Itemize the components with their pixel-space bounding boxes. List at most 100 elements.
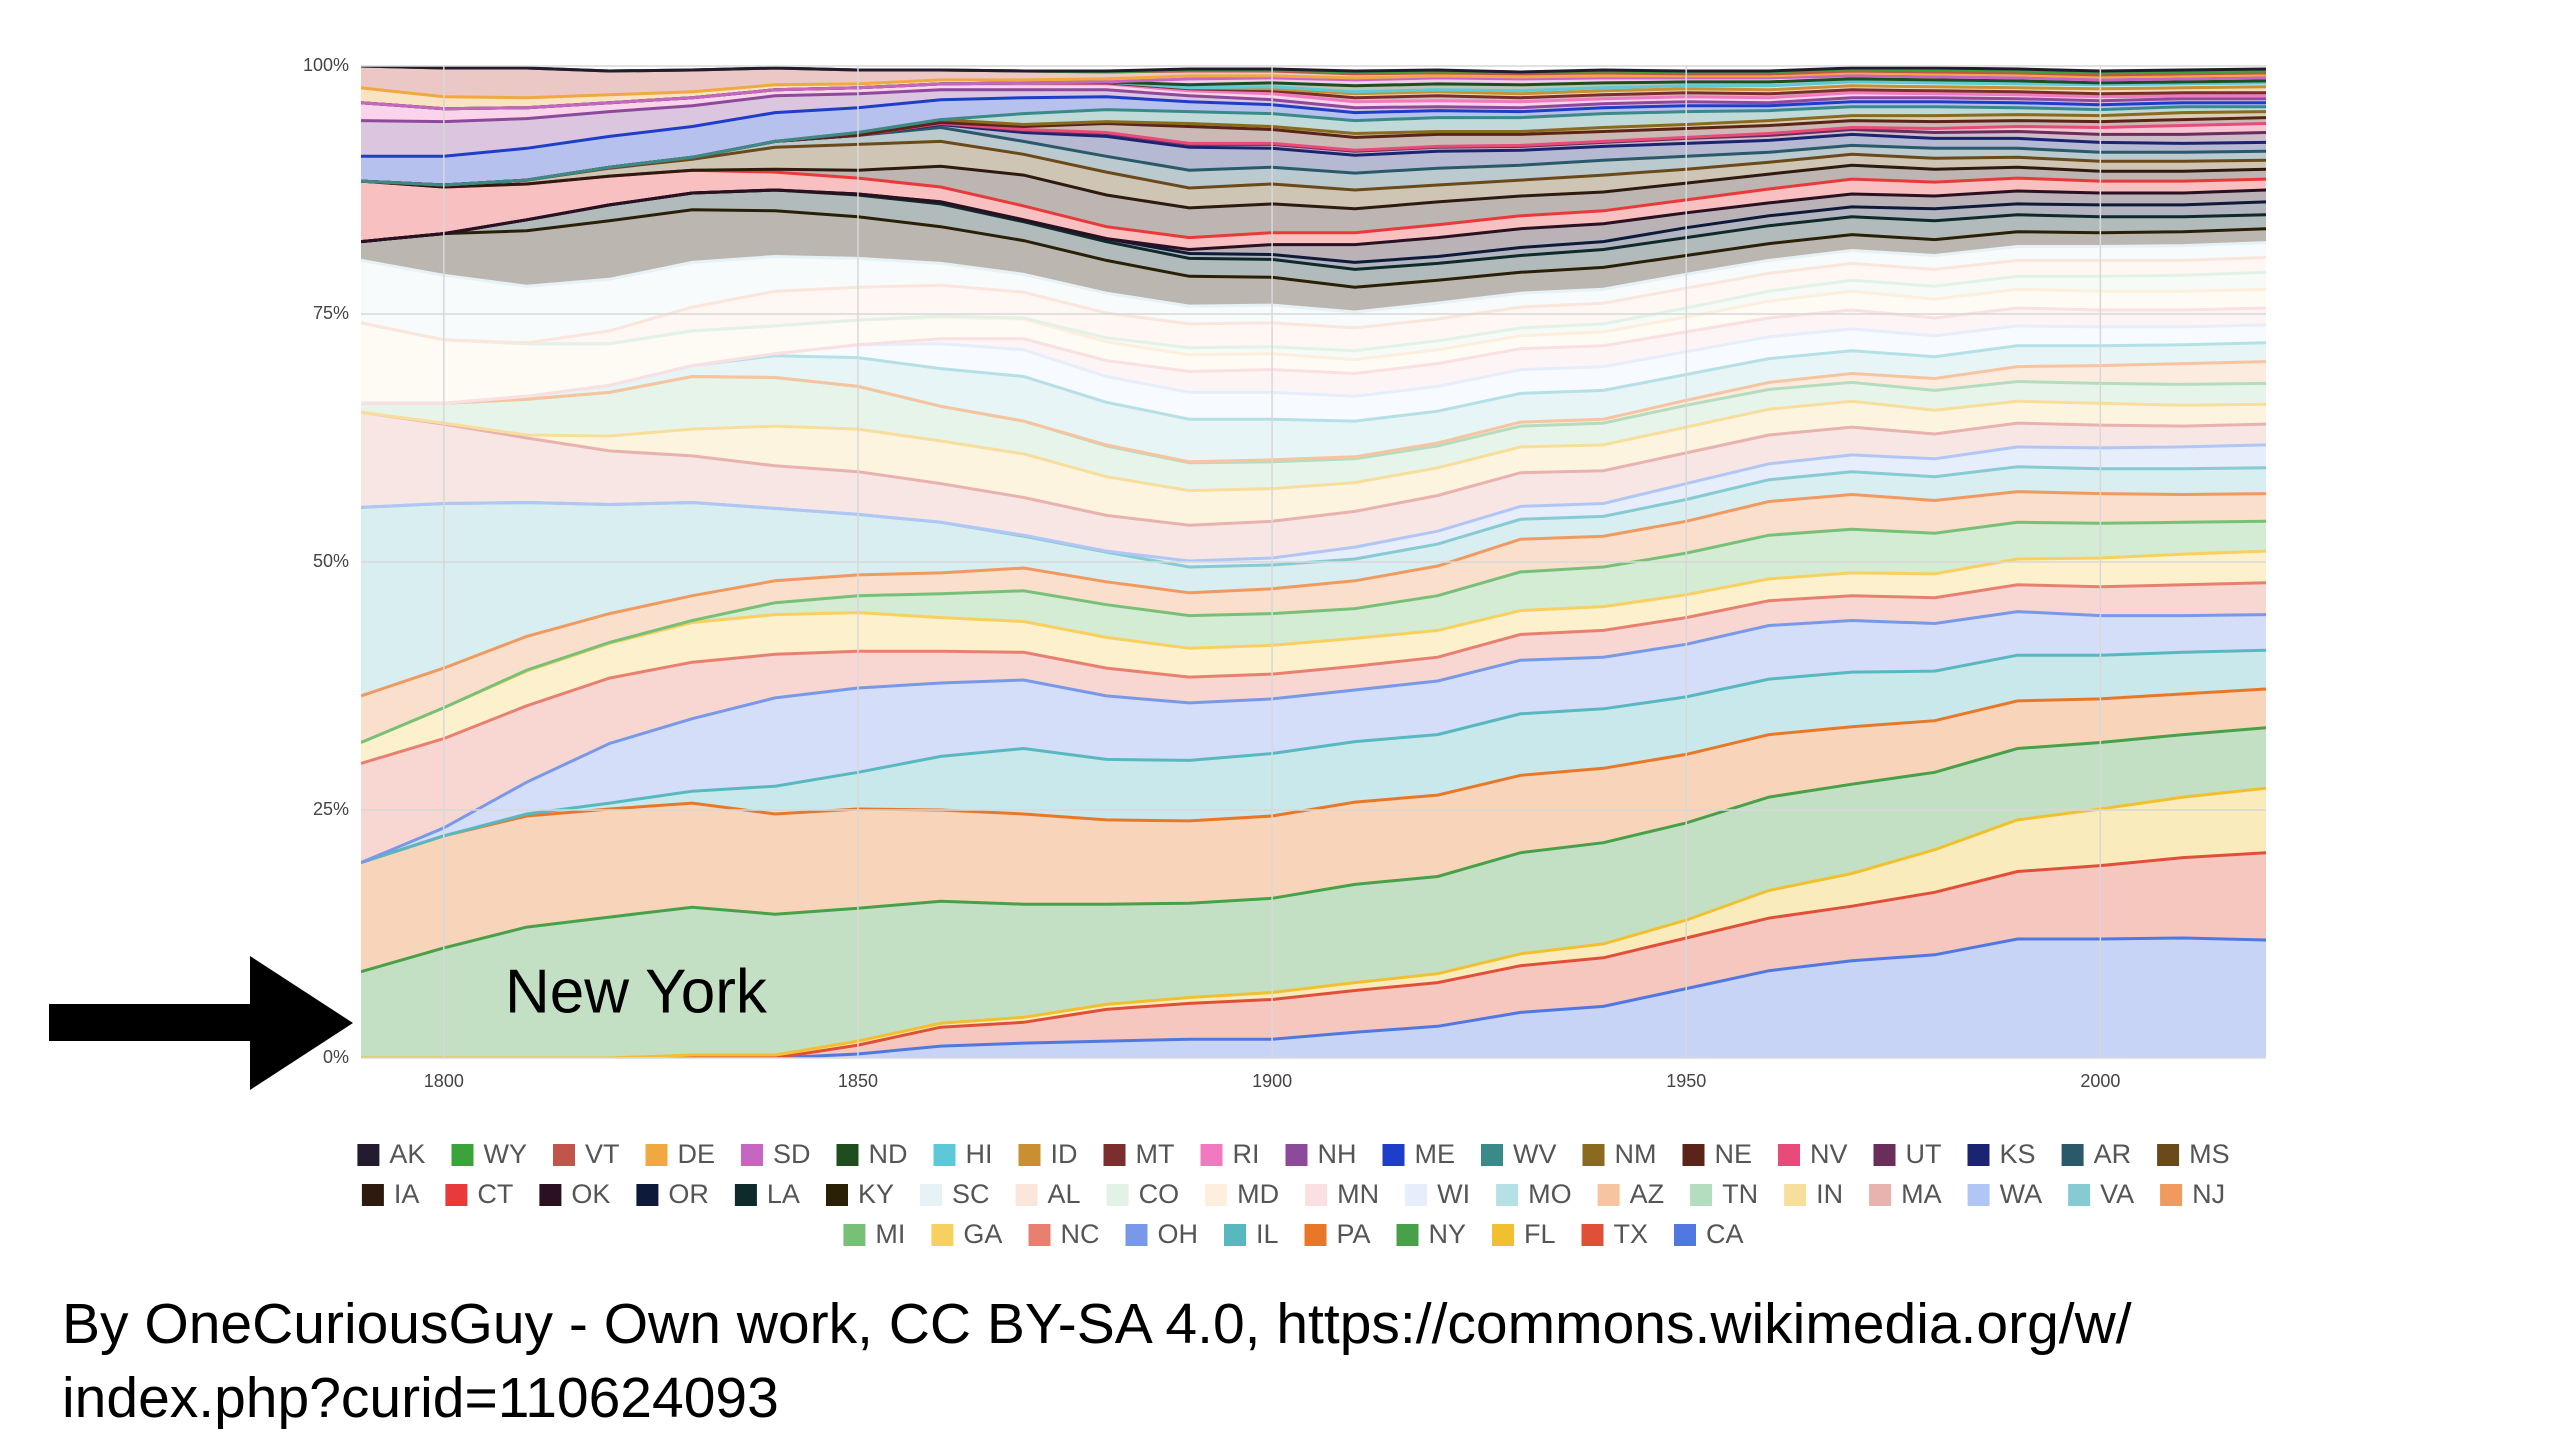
- legend-item: CO: [1106, 1179, 1179, 1209]
- legend-item: MS: [2157, 1139, 2230, 1169]
- legend-text: WV: [1513, 1139, 1557, 1169]
- legend-text: FL: [1524, 1219, 1556, 1249]
- legend-swatch: [1967, 1144, 1990, 1166]
- legend-text: NV: [1810, 1139, 1848, 1169]
- legend-text: MS: [2189, 1139, 2230, 1169]
- legend-swatch: [1496, 1184, 1519, 1206]
- legend-text: NE: [1715, 1139, 1753, 1169]
- series-area: [361, 82, 2266, 109]
- x-tick-label: 1900: [1252, 1071, 1292, 1091]
- legend-swatch: [1103, 1144, 1126, 1166]
- legend-item: GA: [931, 1219, 1002, 1249]
- legend-text: AZ: [1630, 1179, 1665, 1209]
- legend: AK WY VT DE SD ND HI ID MT RI NH ME WV NM NE NV UT KS AR MS…: [357, 1139, 2230, 1249]
- legend-swatch: [1015, 1184, 1038, 1206]
- legend-text: MN: [1337, 1179, 1379, 1209]
- legend-swatch: [826, 1184, 848, 1206]
- x-tick-label: 1800: [424, 1071, 464, 1091]
- series-line: [361, 687, 2266, 865]
- legend-swatch: [1481, 1144, 1503, 1166]
- series-area: [361, 852, 2266, 1058]
- legend-item: ND: [836, 1139, 908, 1169]
- legend-swatch: [1873, 1144, 1896, 1166]
- legend-swatch: [1106, 1184, 1129, 1206]
- legend-item: IN: [1784, 1179, 1843, 1209]
- legend-text: IA: [394, 1179, 420, 1209]
- legend-text: KY: [858, 1179, 894, 1209]
- series-line: [361, 581, 2266, 765]
- legend-item: IL: [1224, 1219, 1279, 1249]
- legend-swatch: [1492, 1224, 1514, 1246]
- legend-item: WY: [451, 1139, 527, 1169]
- legend-swatch: [741, 1144, 763, 1166]
- legend-swatch: [734, 1184, 757, 1206]
- series-line: [361, 270, 2266, 353]
- legend-item: MO: [1496, 1179, 1572, 1209]
- legend-text: SC: [952, 1179, 990, 1209]
- legend-swatch: [1018, 1144, 1041, 1166]
- legend-text: MA: [1901, 1179, 1942, 1209]
- series-line: [361, 88, 2266, 124]
- legend-item: WV: [1481, 1139, 1557, 1169]
- legend-text: OH: [1158, 1219, 1199, 1249]
- legend-swatch: [553, 1144, 575, 1166]
- legend-item: DE: [645, 1139, 715, 1169]
- x-tick-label: 1850: [838, 1071, 878, 1091]
- legend-swatch: [1125, 1224, 1148, 1246]
- legend-text: TX: [1614, 1219, 1649, 1249]
- series-area: [361, 209, 2266, 312]
- legend-text: ID: [1051, 1139, 1078, 1169]
- legend-swatch: [1305, 1184, 1328, 1206]
- legend-item: CT: [445, 1179, 513, 1209]
- legend-item: UT: [1873, 1139, 1942, 1169]
- legend-swatch: [920, 1184, 942, 1206]
- series-line: [361, 188, 2266, 252]
- legend-item: MI: [843, 1219, 905, 1249]
- series-area: [361, 444, 2266, 567]
- legend-item: VT: [553, 1139, 620, 1169]
- legend-item: IA: [361, 1179, 420, 1209]
- legend-item: ME: [1382, 1139, 1455, 1169]
- legend-item: MN: [1305, 1179, 1379, 1209]
- legend-item: AK: [357, 1139, 425, 1169]
- legend-swatch: [1396, 1224, 1419, 1246]
- legend-item: WI: [1405, 1179, 1470, 1209]
- legend-swatch: [1582, 1144, 1605, 1166]
- legend-text: NY: [1429, 1219, 1467, 1249]
- series-area: [361, 89, 2266, 157]
- series-area: [361, 551, 2266, 764]
- legend-text: KS: [2000, 1139, 2036, 1169]
- legend-text: AK: [389, 1139, 425, 1169]
- legend-item: NH: [1285, 1139, 1357, 1169]
- series-line: [361, 66, 2266, 74]
- series-area: [361, 111, 2266, 185]
- axes: 0% 25% 50% 75% 100% 1800 1850 1900 1950 2000: [303, 55, 2266, 1091]
- legend-item: PA: [1304, 1219, 1371, 1249]
- series-area: [361, 611, 2266, 863]
- legend-item: OR: [636, 1179, 709, 1209]
- series-area: [361, 491, 2266, 743]
- y-tick-label: 0%: [323, 1047, 349, 1067]
- legend-text: OR: [668, 1179, 709, 1209]
- legend-text: GA: [963, 1219, 1002, 1249]
- legend-swatch: [1581, 1224, 1604, 1246]
- series-line: [361, 519, 2266, 744]
- legend-text: CA: [1706, 1219, 1744, 1249]
- series-area: [361, 342, 2266, 462]
- legend-item: SD: [741, 1139, 811, 1169]
- legend-swatch: [357, 1144, 380, 1166]
- series-line: [361, 786, 2266, 1058]
- legend-swatch: [843, 1224, 866, 1246]
- y-tick-label: 50%: [313, 551, 349, 571]
- legend-item: TX: [1581, 1219, 1649, 1249]
- legend-item: CA: [1674, 1219, 1744, 1249]
- series-area: [361, 938, 2266, 1058]
- series-line: [361, 610, 2266, 864]
- legend-swatch: [1967, 1184, 1990, 1206]
- legend-item: LA: [734, 1179, 800, 1209]
- legend-swatch: [1597, 1184, 1620, 1206]
- legend-item: AL: [1015, 1179, 1081, 1209]
- legend-swatch: [1674, 1224, 1696, 1246]
- legend-text: VT: [585, 1139, 620, 1169]
